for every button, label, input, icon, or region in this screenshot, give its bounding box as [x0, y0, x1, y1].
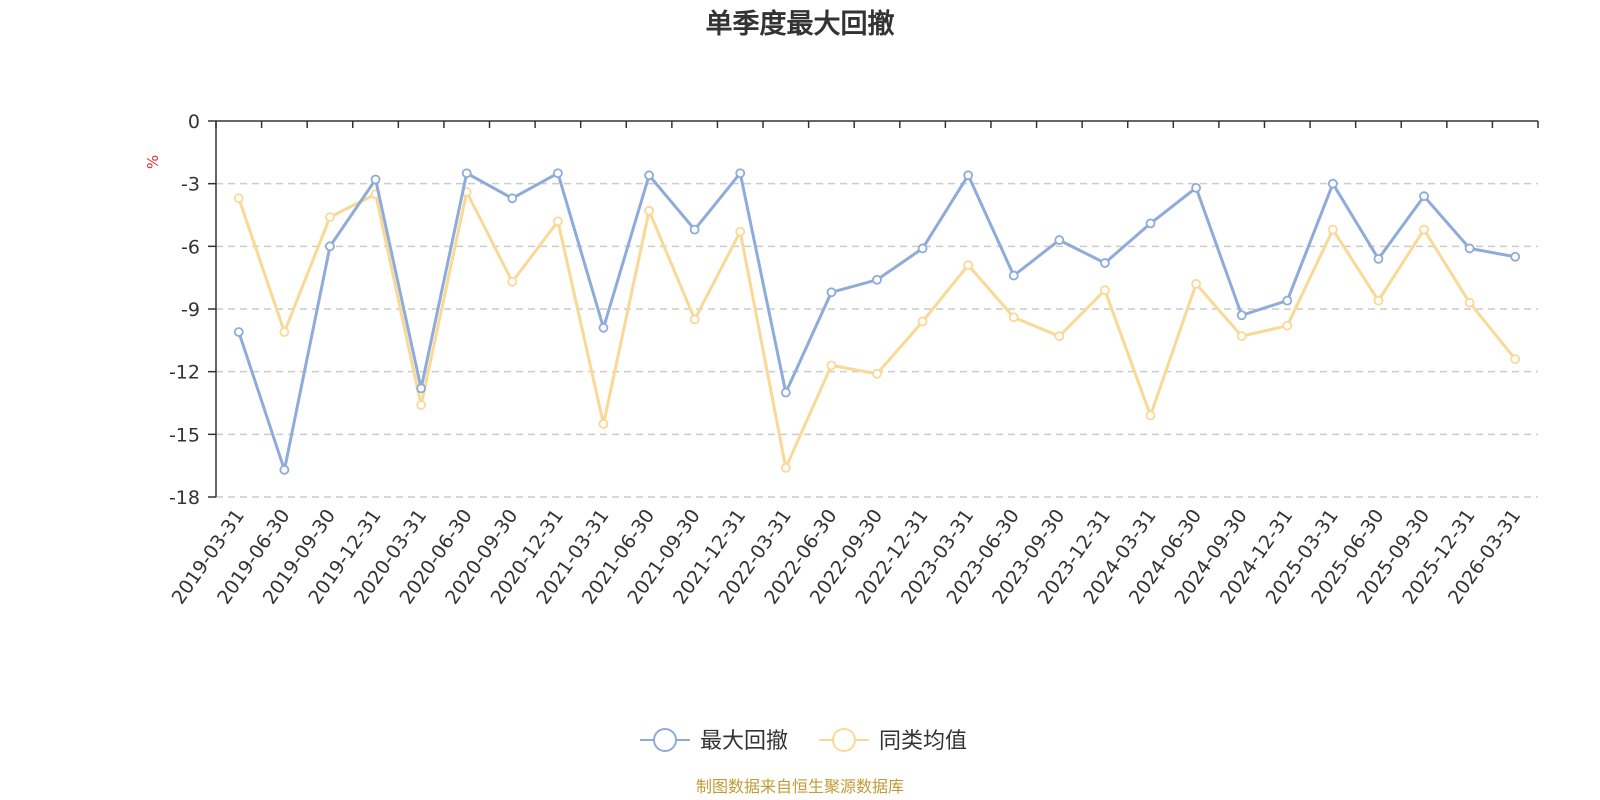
series-max-drawdown: [233, 168, 1521, 475]
data-point[interactable]: [1419, 191, 1429, 202]
y-tick-label: -3: [181, 174, 200, 196]
data-point[interactable]: [780, 462, 791, 473]
data-point[interactable]: [279, 464, 290, 475]
data-point[interactable]: [325, 212, 335, 222]
data-point[interactable]: [1510, 354, 1521, 365]
data-point[interactable]: [1282, 320, 1293, 331]
data-point[interactable]: [1282, 295, 1293, 306]
data-point[interactable]: [917, 243, 928, 254]
y-tick-label: -15: [169, 424, 200, 446]
legend-item-peer-average[interactable]: 同类均值: [819, 728, 967, 754]
data-point[interactable]: [1145, 410, 1156, 421]
data-point[interactable]: [1236, 310, 1247, 321]
data-point[interactable]: [1191, 182, 1202, 193]
chart-title: 单季度最大回撤: [706, 8, 895, 40]
data-point[interactable]: [1008, 270, 1019, 281]
series-line: [237, 190, 1517, 470]
series-peer-average: [233, 187, 1521, 473]
y-axis-unit: %: [144, 155, 162, 169]
data-point[interactable]: [735, 226, 746, 237]
data-point[interactable]: [233, 327, 244, 337]
data-point[interactable]: [1008, 312, 1019, 323]
grid-lines: [216, 182, 1538, 498]
data-point[interactable]: [370, 174, 381, 185]
data-point[interactable]: [1191, 279, 1202, 289]
data-point[interactable]: [1419, 224, 1429, 235]
data-point[interactable]: [1464, 243, 1475, 254]
y-tick-label: -18: [169, 487, 200, 509]
data-point[interactable]: [1054, 235, 1065, 245]
data-point[interactable]: [644, 205, 654, 216]
data-point[interactable]: [552, 168, 563, 179]
data-point[interactable]: [963, 170, 974, 181]
y-tick-label: -6: [181, 236, 200, 258]
data-point[interactable]: [1236, 331, 1247, 342]
data-point[interactable]: [325, 241, 335, 252]
data-point[interactable]: [689, 224, 700, 235]
data-point[interactable]: [826, 360, 837, 371]
legend[interactable]: 最大回撤 同类均值: [640, 728, 967, 754]
data-point[interactable]: [507, 193, 518, 204]
legend-label: 同类均值: [879, 729, 967, 754]
data-point[interactable]: [1100, 285, 1110, 296]
data-point[interactable]: [1054, 331, 1065, 342]
data-point[interactable]: [1510, 251, 1521, 262]
legend-item-max-drawdown[interactable]: 最大回撤: [640, 728, 788, 754]
data-point[interactable]: [598, 322, 609, 333]
y-tick-label: -12: [169, 362, 200, 384]
data-point[interactable]: [872, 368, 882, 379]
data-point[interactable]: [1327, 224, 1338, 235]
source-note: 制图数据来自恒生聚源数据库: [696, 777, 904, 796]
data-point[interactable]: [689, 314, 700, 325]
data-point[interactable]: [917, 316, 928, 327]
series-line: [237, 171, 1516, 472]
data-point[interactable]: [780, 387, 791, 398]
data-point[interactable]: [1145, 218, 1156, 229]
data-point[interactable]: [872, 274, 882, 285]
legend-label: 最大回撤: [700, 729, 788, 754]
data-point[interactable]: [1464, 297, 1475, 308]
data-point[interactable]: [507, 276, 518, 287]
y-tick-label: 0: [188, 111, 200, 133]
data-point[interactable]: [233, 193, 244, 204]
data-point[interactable]: [279, 327, 290, 337]
data-point[interactable]: [1100, 258, 1110, 268]
series-layer: [233, 168, 1521, 475]
y-tick-label: -9: [181, 299, 200, 321]
data-point[interactable]: [416, 400, 427, 410]
data-point[interactable]: [1327, 178, 1338, 189]
legend-swatch-marker: [832, 728, 856, 752]
data-point[interactable]: [461, 168, 472, 179]
data-point[interactable]: [416, 383, 427, 394]
data-point[interactable]: [963, 260, 974, 271]
data-point[interactable]: [644, 170, 654, 181]
data-point[interactable]: [598, 418, 609, 429]
data-point[interactable]: [826, 287, 837, 298]
data-point[interactable]: [1373, 253, 1384, 264]
data-point[interactable]: [1373, 295, 1384, 306]
legend-swatch-marker: [653, 728, 677, 752]
data-point[interactable]: [735, 168, 746, 179]
data-point[interactable]: [552, 216, 563, 227]
